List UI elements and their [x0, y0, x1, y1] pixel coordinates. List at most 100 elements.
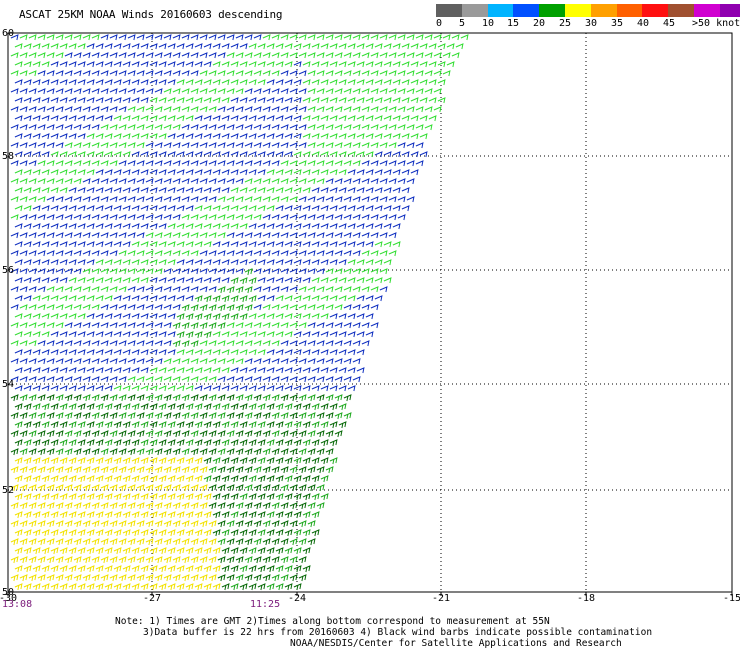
wind-barb	[104, 169, 113, 176]
wind-barb	[86, 457, 95, 465]
wind-barb	[91, 106, 100, 113]
wind-barb	[32, 43, 41, 50]
wind-barb	[428, 115, 437, 122]
wind-barb	[199, 88, 208, 95]
wind-barb	[320, 223, 329, 230]
wind-barb	[23, 133, 32, 140]
wind-barb	[91, 196, 100, 203]
wind-barb	[14, 349, 23, 356]
wind-barb	[208, 484, 217, 492]
wind-barb	[10, 574, 19, 582]
wind-barb	[208, 376, 217, 383]
wind-barb	[284, 223, 293, 230]
wind-barb	[145, 376, 154, 383]
wind-barb	[415, 70, 424, 77]
wind-barb	[280, 358, 289, 365]
wind-barb	[257, 367, 266, 374]
wind-barb	[131, 457, 140, 465]
wind-barb	[217, 538, 226, 546]
wind-barb	[19, 412, 28, 420]
wind-barb	[208, 430, 217, 438]
wind-barb	[82, 196, 91, 203]
wind-barb	[104, 547, 113, 555]
wind-barb	[91, 538, 100, 546]
wind-barb	[208, 574, 217, 582]
wind-barb	[136, 376, 145, 383]
wind-barb	[104, 349, 113, 356]
wind-barb	[212, 493, 221, 501]
wind-barbs	[10, 34, 469, 591]
wind-barb	[203, 151, 212, 158]
wind-barb	[253, 214, 262, 221]
wind-barb	[176, 547, 185, 555]
wind-barb	[28, 52, 37, 59]
wind-barb	[298, 34, 307, 41]
wind-barb	[41, 43, 50, 50]
wind-barb	[64, 376, 73, 383]
wind-barb	[424, 70, 433, 77]
wind-barb	[50, 79, 59, 86]
wind-barb	[46, 538, 55, 546]
wind-barb	[118, 340, 127, 347]
wind-barb	[370, 286, 379, 293]
wind-barb	[293, 241, 302, 248]
wind-barb	[118, 358, 127, 365]
wind-barb	[176, 295, 185, 302]
wind-barb	[68, 583, 77, 591]
wind-barb	[14, 565, 23, 573]
wind-barb	[293, 277, 302, 284]
wind-barb	[217, 484, 226, 492]
wind-barb	[361, 304, 370, 311]
wind-barb	[194, 223, 203, 230]
wind-barb	[37, 52, 46, 59]
wind-barb	[230, 475, 239, 483]
wind-barb	[266, 439, 275, 447]
wind-barb	[280, 502, 289, 510]
wind-barb	[37, 34, 46, 41]
wind-barb	[23, 187, 32, 194]
wind-barb	[199, 124, 208, 131]
wind-barb	[104, 97, 113, 104]
wind-barb	[302, 493, 311, 501]
wind-barb	[104, 187, 113, 194]
wind-barb	[158, 313, 167, 320]
wind-barb	[190, 250, 199, 257]
wind-barb	[95, 43, 104, 50]
wind-barb	[334, 178, 343, 185]
wind-barb	[28, 268, 37, 275]
wind-barb	[64, 304, 73, 311]
wind-barb	[379, 142, 388, 149]
wind-barb	[46, 124, 55, 131]
wind-barb	[298, 448, 307, 456]
wind-barb	[284, 277, 293, 284]
wind-barb	[217, 196, 226, 203]
wind-barb	[131, 313, 140, 320]
wind-barb	[248, 439, 257, 447]
wind-barb	[284, 79, 293, 86]
wind-barb	[163, 466, 172, 474]
wind-barb	[194, 439, 203, 447]
wind-barb	[248, 115, 257, 122]
wind-barb	[275, 349, 284, 356]
wind-barb	[50, 529, 59, 537]
wind-barb	[59, 115, 68, 122]
wind-barb	[14, 259, 23, 266]
wind-barb	[257, 61, 266, 68]
wind-barb	[46, 178, 55, 185]
wind-barb	[262, 412, 271, 420]
wind-barb	[23, 493, 32, 501]
wind-barb	[122, 295, 131, 302]
wind-barb	[149, 97, 158, 104]
wind-barb	[257, 187, 266, 194]
wind-barb	[95, 115, 104, 122]
wind-barb	[230, 187, 239, 194]
wind-barb	[59, 529, 68, 537]
wind-barb	[64, 52, 73, 59]
wind-barb	[77, 565, 86, 573]
wind-barb	[95, 511, 104, 519]
wind-barb	[235, 106, 244, 113]
wind-barb	[176, 223, 185, 230]
wind-barb	[212, 223, 221, 230]
wind-barb	[181, 34, 190, 41]
wind-barb	[118, 286, 127, 293]
